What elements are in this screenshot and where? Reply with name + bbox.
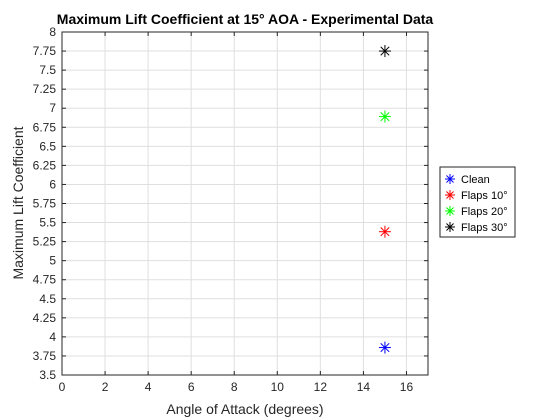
y-tick-label: 5.25	[33, 235, 57, 249]
data-point	[378, 225, 391, 238]
asterisk-stroke	[380, 112, 390, 122]
y-tick-label: 7.75	[33, 44, 57, 58]
legend-label: Clean	[461, 174, 490, 186]
asterisk-stroke	[380, 46, 390, 56]
y-tick-label: 8	[49, 25, 56, 39]
asterisk-stroke	[446, 175, 454, 183]
y-tick-label: 3.75	[33, 349, 57, 363]
y-tick-label: 4.5	[39, 292, 56, 306]
y-tick-label: 6.5	[39, 139, 56, 153]
data-points	[378, 45, 391, 354]
asterisk-stroke	[446, 223, 454, 231]
x-tick-label: 4	[145, 380, 152, 394]
x-tick-label: 6	[188, 380, 195, 394]
asterisk-stroke	[380, 342, 390, 353]
y-tick-label: 6	[49, 177, 56, 191]
y-tick-label: 4.75	[33, 273, 57, 287]
legend-marker	[445, 190, 455, 200]
y-tick-label: 7.5	[39, 63, 56, 77]
axis-ticks: 0 2 4 6 8 10 12 14 16 3.5 3.75 4 4.25 4.5 4.75 5 5.25 5.5…	[33, 25, 428, 394]
x-axis-label: Angle of Attack (degrees)	[166, 401, 323, 417]
legend-label: Flaps 10°	[461, 190, 508, 202]
y-tick-label: 4.25	[33, 311, 57, 325]
y-tick-label: 4	[49, 330, 56, 344]
y-tick-label: 7	[49, 101, 56, 115]
y-tick-label: 6.25	[33, 158, 57, 172]
y-axis-label: Maximum Lift Coefficient	[10, 126, 26, 279]
legend-marker	[445, 222, 455, 232]
legend-label: Flaps 20°	[461, 206, 508, 218]
data-point	[378, 45, 391, 58]
y-tick-label: 5.5	[39, 216, 56, 230]
y-tick-label: 5	[49, 254, 56, 268]
x-tick-label: 16	[400, 380, 414, 394]
legend: Clean Flaps 10° Flaps 20° Flaps 30°	[439, 166, 516, 238]
data-point	[378, 110, 391, 123]
asterisk-stroke	[446, 191, 454, 199]
x-tick-label: 14	[357, 380, 371, 394]
legend-marker	[445, 206, 455, 216]
y-tick-label: 3.5	[39, 368, 56, 382]
grid-lines	[61, 31, 428, 376]
legend-marker	[445, 174, 455, 184]
asterisk-stroke	[446, 207, 454, 215]
chart-title: Maximum Lift Coefficient at 15° AOA - Ex…	[57, 11, 434, 27]
legend-label: Flaps 30°	[461, 222, 508, 234]
data-point	[378, 341, 391, 354]
x-tick-label: 0	[59, 380, 66, 394]
x-tick-label: 12	[314, 380, 328, 394]
y-tick-label: 5.75	[33, 197, 57, 211]
x-tick-label: 8	[231, 380, 238, 394]
x-tick-label: 10	[271, 380, 285, 394]
x-tick-label: 2	[102, 380, 109, 394]
y-tick-label: 6.75	[33, 120, 57, 134]
asterisk-stroke	[380, 227, 390, 237]
y-tick-label: 7.25	[33, 82, 57, 96]
